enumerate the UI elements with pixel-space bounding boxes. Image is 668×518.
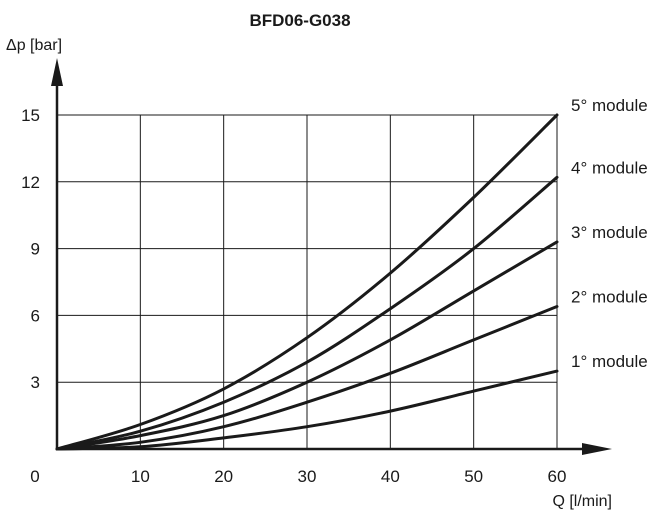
axes [51, 58, 612, 455]
series-line-module-4 [55, 175, 559, 451]
series-label-module-1: 1° module [571, 352, 648, 371]
y-axis-arrow [51, 58, 63, 86]
series-label-module-4: 4° module [571, 158, 648, 177]
x-tick-label: 20 [214, 467, 233, 486]
series-line-module-5 [55, 113, 559, 451]
grid-lines [57, 114, 558, 449]
labels: BFD06-G038 Δp [bar] Q [l/min] 0 10 20 30 40… [6, 11, 648, 510]
x-tick-label: 30 [298, 467, 317, 486]
y-tick-label: 3 [31, 373, 40, 392]
curves [55, 113, 559, 451]
y-axis-label: Δp [bar] [6, 37, 62, 54]
x-tick-label: 50 [464, 467, 483, 486]
x-axis-arrow [582, 443, 612, 455]
x-tick-label: 10 [131, 467, 150, 486]
origin-tick-label: 0 [30, 467, 39, 486]
x-axis-label: Q [l/min] [552, 493, 612, 510]
series-label-module-3: 3° module [571, 223, 648, 242]
series-label-module-2: 2° module [571, 287, 648, 306]
x-tick-label: 60 [548, 467, 567, 486]
series-line-module-2 [55, 305, 559, 451]
series-label-module-5: 5° module [571, 96, 648, 115]
series-line-module-1 [55, 369, 559, 451]
series-line-module-3 [55, 240, 559, 451]
y-tick-label: 6 [31, 306, 40, 325]
y-tick-label: 9 [31, 240, 40, 259]
y-tick-label: 12 [21, 173, 40, 192]
x-tick-label: 40 [381, 467, 400, 486]
y-tick-label: 15 [21, 106, 40, 125]
chart-title: BFD06-G038 [249, 11, 350, 30]
